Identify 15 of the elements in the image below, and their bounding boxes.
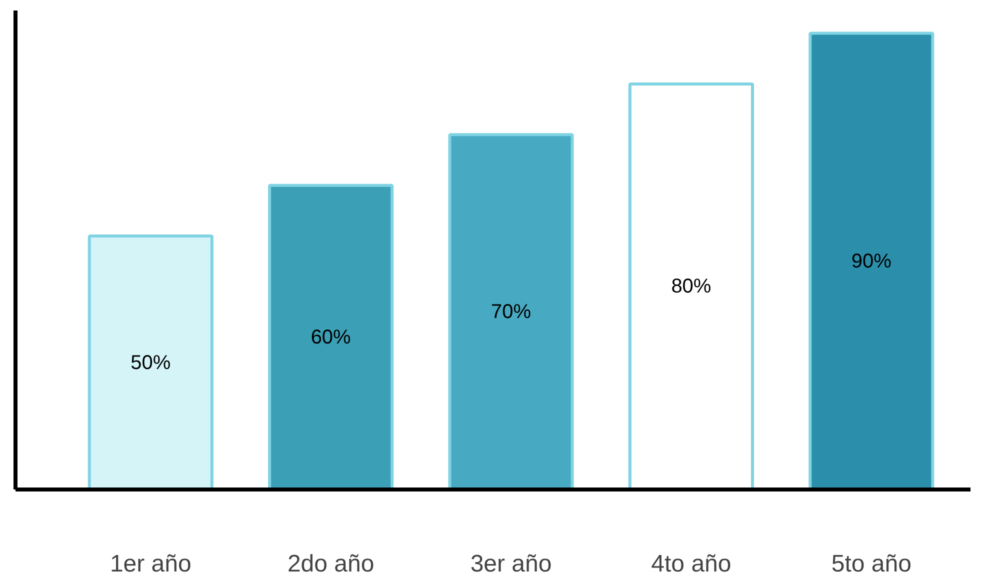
- data-label: 90%: [851, 250, 892, 272]
- data-label: 50%: [130, 352, 171, 374]
- data-label: 60%: [310, 326, 352, 348]
- x-tick-label: 1er año: [110, 550, 192, 578]
- bar: [268, 184, 394, 490]
- data-label: 80%: [671, 276, 712, 298]
- x-tick-label: 4to año: [651, 550, 732, 578]
- x-tick-label: 5to año: [831, 550, 912, 578]
- x-tick-label: 3er año: [470, 550, 552, 578]
- data-label: 70%: [491, 301, 532, 324]
- bar: [628, 82, 754, 490]
- bar: [448, 133, 574, 490]
- x-tick-label: 2do año: [287, 550, 374, 578]
- bar: [88, 234, 214, 490]
- bar: [808, 32, 934, 490]
